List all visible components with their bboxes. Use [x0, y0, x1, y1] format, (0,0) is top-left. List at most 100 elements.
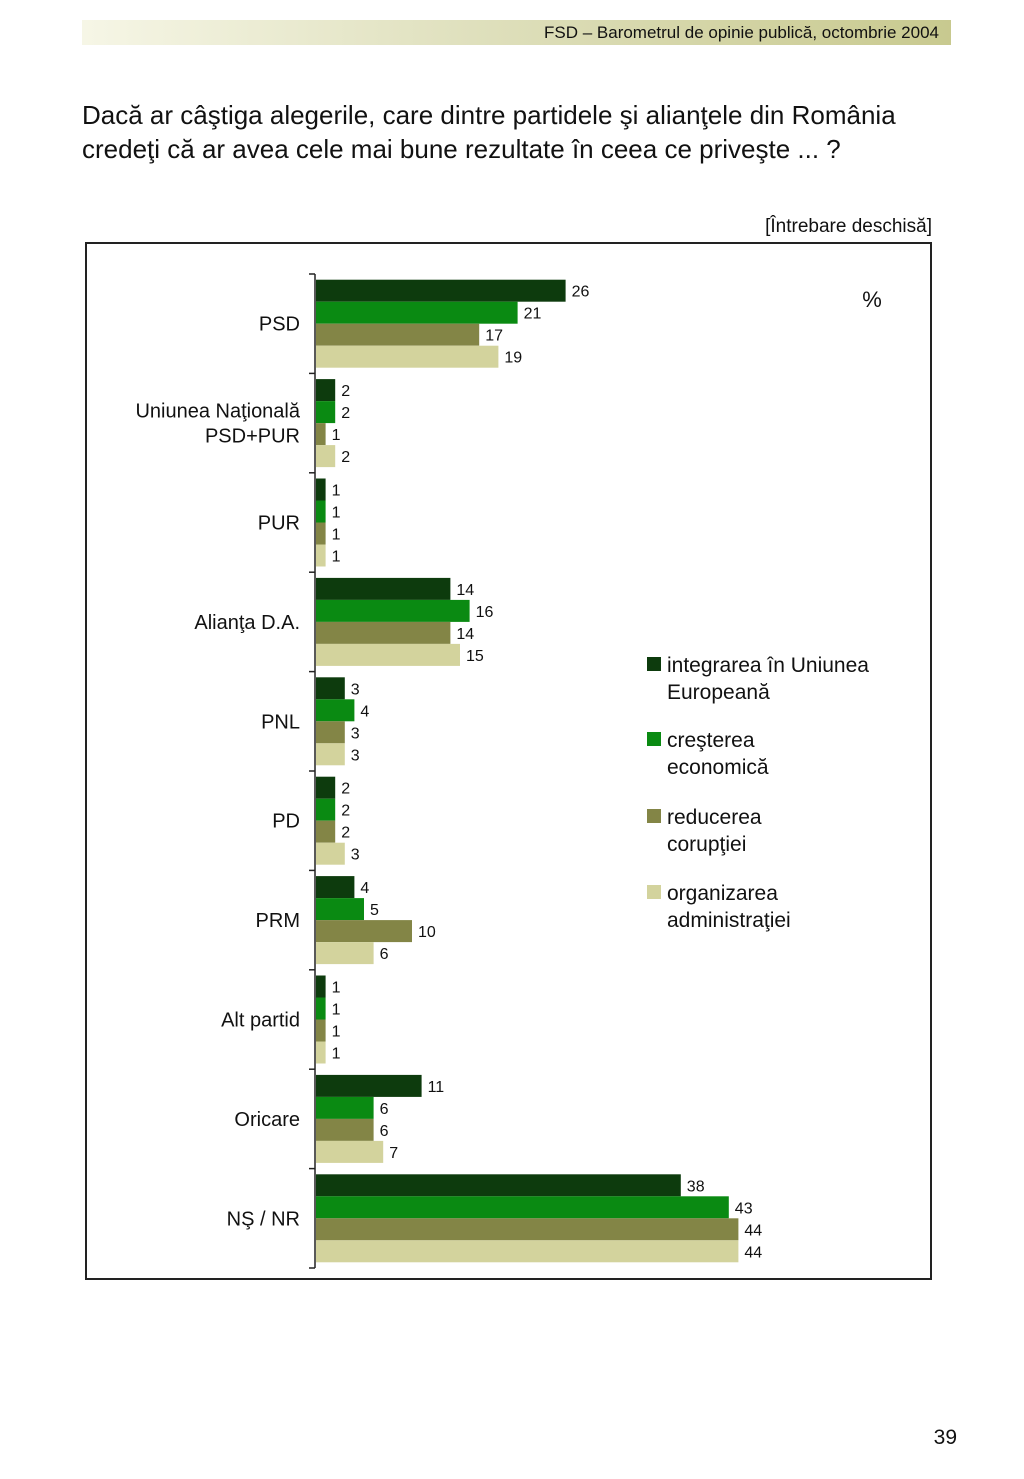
category-label: Alianţa D.A. [194, 612, 300, 634]
data-label: 2 [341, 825, 350, 842]
data-label: 5 [370, 902, 379, 919]
unit-label: % [862, 287, 882, 312]
data-label: 6 [380, 1101, 389, 1118]
legend-label: integrarea în Uniunea Europeană [667, 654, 869, 704]
bar [316, 721, 345, 744]
question-text: Dacă ar câştiga alegerile, care dintre p… [82, 100, 896, 164]
data-label: 2 [341, 449, 350, 466]
bar [316, 478, 326, 501]
data-label: 15 [466, 648, 484, 665]
data-label: 14 [456, 626, 474, 643]
bar [316, 401, 336, 424]
data-label: 44 [744, 1222, 762, 1239]
category-label: NŞ / NR [227, 1208, 300, 1230]
bar [316, 544, 326, 567]
page-number: 39 [933, 1426, 957, 1449]
data-label: 1 [332, 1002, 341, 1019]
chart-frame: PSD Uniunea Naţională PSD+PUR PUR Alianţa D.… [85, 242, 932, 1280]
legend-swatch [647, 657, 661, 671]
bar [316, 920, 412, 943]
bar [316, 677, 345, 700]
category-label: PRM [256, 910, 300, 932]
bar [316, 279, 566, 302]
bar [316, 599, 470, 622]
data-label: 1 [332, 549, 341, 566]
data-label: 10 [418, 924, 436, 941]
data-label: 1 [332, 527, 341, 544]
data-label: 2 [341, 781, 350, 798]
data-label: 16 [476, 604, 494, 621]
bar-chart: PSD Uniunea Naţională PSD+PUR PUR Alianţa D.… [135, 273, 882, 1269]
bar [316, 842, 345, 865]
legend-label: reducerea corupţiei [667, 806, 762, 856]
bar [316, 643, 460, 666]
bar [316, 577, 451, 600]
data-label: 44 [744, 1244, 762, 1261]
data-label: 38 [687, 1178, 705, 1195]
bar [316, 379, 336, 402]
data-label: 6 [380, 946, 389, 963]
data-label: 1 [332, 427, 341, 444]
category-label: PUR [258, 513, 300, 535]
bar [316, 301, 518, 324]
bar [316, 1140, 384, 1163]
category-label: Alt partid [221, 1010, 300, 1032]
bar [316, 798, 336, 821]
data-label: 2 [341, 803, 350, 820]
bar [316, 1041, 326, 1064]
header-band: FSD – Barometrul de opinie publică, octo… [82, 20, 951, 45]
legend-label: organizarea administraţiei [667, 882, 791, 932]
category-label: PSD [259, 314, 300, 336]
bar [316, 997, 326, 1020]
bar [316, 621, 451, 644]
bar [316, 1240, 739, 1263]
legend-swatch [647, 885, 661, 899]
legend-label: creşterea economică [667, 729, 769, 779]
data-label: 1 [332, 980, 341, 997]
data-label: 7 [389, 1145, 398, 1162]
bar [316, 1074, 422, 1097]
data-label: 1 [332, 483, 341, 500]
bar [316, 1118, 374, 1141]
category-label: PNL [261, 711, 300, 733]
data-label: 4 [360, 880, 369, 897]
data-label: 2 [341, 383, 350, 400]
data-label: 43 [735, 1200, 753, 1217]
data-label: 2 [341, 405, 350, 422]
data-label: 14 [456, 582, 474, 599]
bar [316, 445, 336, 468]
bar [316, 898, 364, 921]
bar [316, 323, 480, 346]
legend-swatch [647, 732, 661, 746]
category-label: Uniunea Naţională PSD+PUR [135, 401, 300, 448]
running-title: FSD – Barometrul de opinie publică, octo… [544, 23, 939, 42]
bar [316, 500, 326, 523]
data-label: 3 [351, 747, 360, 764]
bar [316, 975, 326, 998]
data-label: 3 [351, 847, 360, 864]
question-note: [Întrebare deschisă] [765, 216, 932, 237]
bar [316, 522, 326, 545]
legend-swatch [647, 809, 661, 823]
data-label: 4 [360, 703, 369, 720]
bar [316, 345, 499, 368]
data-label: 1 [332, 1024, 341, 1041]
category-label: Oricare [234, 1109, 300, 1131]
bar [316, 699, 355, 722]
category-label: PD [272, 811, 300, 833]
bar [316, 876, 355, 899]
data-label: 17 [485, 328, 503, 345]
data-label: 3 [351, 725, 360, 742]
bar [316, 1096, 374, 1119]
data-label: 1 [332, 1046, 341, 1063]
data-label: 6 [380, 1123, 389, 1140]
bar [316, 743, 345, 766]
data-label: 1 [332, 505, 341, 522]
bar [316, 942, 374, 965]
data-label: 26 [572, 284, 590, 301]
bar [316, 1196, 729, 1219]
bar [316, 820, 336, 843]
data-label: 3 [351, 681, 360, 698]
data-label: 19 [504, 350, 522, 367]
bar [316, 776, 336, 799]
